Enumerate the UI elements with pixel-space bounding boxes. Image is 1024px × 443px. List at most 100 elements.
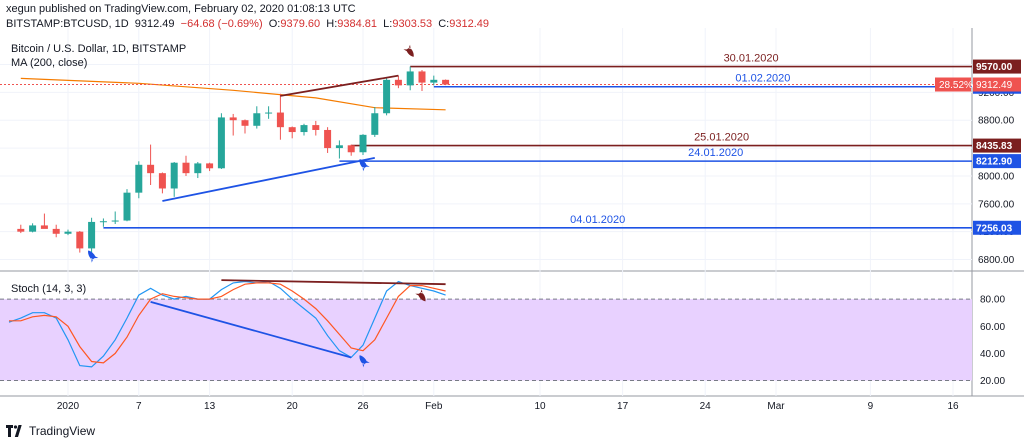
candle-body xyxy=(206,163,214,169)
stoch-band xyxy=(0,299,972,381)
level-axis-value: 8435.83 xyxy=(976,141,1013,152)
publish-info: xegun published on TradingView.com, Febr… xyxy=(6,3,356,15)
y-tick-label: 7600.00 xyxy=(978,199,1015,210)
stoch-legend: Stoch (14, 3, 3) xyxy=(11,283,86,295)
level-axis-tag xyxy=(973,59,1021,74)
level-axis-value: 8212.90 xyxy=(976,157,1013,168)
rocket-down-icon xyxy=(415,289,426,302)
rocket-shape xyxy=(415,289,426,302)
candle-body xyxy=(418,71,426,83)
candle-body xyxy=(229,117,237,121)
x-tick-label: 2020 xyxy=(57,401,80,412)
candle-body xyxy=(147,164,155,174)
candle-body xyxy=(406,71,414,86)
candle-body xyxy=(359,134,367,153)
chart-title: Bitcoin / U.S. Dollar, 1D, BITSTAMP xyxy=(11,43,186,55)
last-price-value: 9312.49 xyxy=(976,80,1013,91)
x-tick-label: 16 xyxy=(947,401,959,412)
candle-body xyxy=(442,79,450,85)
candle-body xyxy=(241,120,249,126)
level-date-label: 01.02.2020 xyxy=(735,73,790,85)
tradingview-brand: TradingView xyxy=(29,424,96,438)
symbol-price: 9312.49 xyxy=(134,18,175,30)
candle-body xyxy=(88,221,96,249)
symbol-ohlc-bar: BITSTAMP:BTCUSD, 1D 9312.49 −64.68 (−0.6… xyxy=(6,18,489,30)
level-date-label: 30.01.2020 xyxy=(724,53,779,65)
x-tick-label: 10 xyxy=(534,401,546,412)
candle-body xyxy=(335,145,343,149)
candle-body xyxy=(276,112,284,128)
candle-body xyxy=(300,125,308,133)
open-value: 9379.60 xyxy=(280,18,321,30)
candle-body xyxy=(324,129,332,149)
candle-body xyxy=(64,231,72,234)
level-axis-tag xyxy=(973,154,1021,169)
candle-body xyxy=(383,79,391,114)
x-tick-label: 24 xyxy=(700,401,712,412)
x-tick-label: 9 xyxy=(868,401,874,412)
candle-body xyxy=(17,228,25,232)
level-axis-value: 9570.00 xyxy=(976,62,1013,73)
candle-body xyxy=(371,113,379,135)
rocket-up-icon xyxy=(359,159,370,172)
x-tick-label: 7 xyxy=(136,401,142,412)
rocket-shape xyxy=(403,44,414,57)
candle-body xyxy=(265,112,273,114)
close-value: 9312.49 xyxy=(449,18,489,30)
percent-tag-value: 28.52% xyxy=(939,80,973,91)
ma-legend: MA (200, close) xyxy=(11,57,87,69)
close-label: C: xyxy=(438,18,450,30)
candle-body xyxy=(40,225,48,229)
high-label: H: xyxy=(326,18,338,30)
candle-body xyxy=(76,231,84,249)
candle-body xyxy=(217,117,225,169)
x-tick-label: 13 xyxy=(204,401,216,412)
stoch-trendline xyxy=(150,300,352,359)
level-axis-tag xyxy=(973,138,1021,153)
tradingview-logo-icon xyxy=(6,425,22,437)
high-value: 9384.81 xyxy=(337,18,378,30)
candle-body xyxy=(111,220,119,222)
low-label: L: xyxy=(383,18,393,30)
candle-body xyxy=(430,79,438,83)
x-tick-label: 20 xyxy=(287,401,299,412)
tradingview-logo[interactable]: TradingView xyxy=(6,422,95,440)
symbol-name: BITSTAMP:BTCUSD, 1D xyxy=(6,18,129,30)
y-tick-label: 8000.00 xyxy=(978,171,1015,182)
x-tick-label: Feb xyxy=(425,401,443,412)
x-tick-label: Mar xyxy=(767,401,785,412)
candle-body xyxy=(288,127,296,133)
low-value: 9303.53 xyxy=(392,18,433,30)
level-axis-value: 7256.03 xyxy=(976,223,1013,234)
open-label: O: xyxy=(268,18,281,30)
rocket-shape xyxy=(359,159,370,172)
x-tick-label: 26 xyxy=(357,401,369,412)
level-date-label: 04.01.2020 xyxy=(570,214,625,226)
trendline xyxy=(280,74,399,97)
candle-body xyxy=(347,145,355,153)
trendline xyxy=(162,156,375,202)
candle-body xyxy=(29,225,37,232)
rocket-up-icon xyxy=(359,355,370,368)
candle-body xyxy=(394,79,402,86)
rocket-up-icon xyxy=(88,250,99,263)
candle-body xyxy=(99,221,107,223)
candle-body xyxy=(135,164,143,193)
stoch-d-line xyxy=(9,282,446,364)
stoch-trendline xyxy=(221,279,446,286)
rocket-down-icon xyxy=(403,44,414,57)
percent-tag xyxy=(935,77,971,92)
last-price-tag xyxy=(973,77,1021,92)
candle-body xyxy=(312,125,320,130)
ma200-line xyxy=(20,77,446,111)
candle-body xyxy=(123,192,131,221)
publisher-text: xegun published on TradingView.com, Febr… xyxy=(6,3,356,15)
stoch-y-tick-label: 40.00 xyxy=(980,349,1005,360)
stoch-y-tick-label: 60.00 xyxy=(980,322,1005,333)
candle-body xyxy=(52,228,60,234)
candle-body xyxy=(194,163,202,174)
x-tick-label: 17 xyxy=(617,401,629,412)
level-axis-tag xyxy=(973,220,1021,235)
candle-body xyxy=(182,162,190,174)
